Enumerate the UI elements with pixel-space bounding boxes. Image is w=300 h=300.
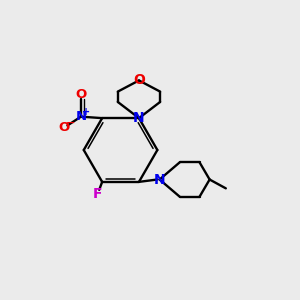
Text: N: N [154,172,165,187]
Text: N: N [133,111,145,125]
Text: −: − [66,118,75,128]
Text: O: O [75,88,87,101]
Text: +: + [82,106,90,117]
Text: N: N [75,110,86,123]
Text: O: O [133,74,145,87]
Text: F: F [93,187,103,201]
Text: O: O [58,121,70,134]
